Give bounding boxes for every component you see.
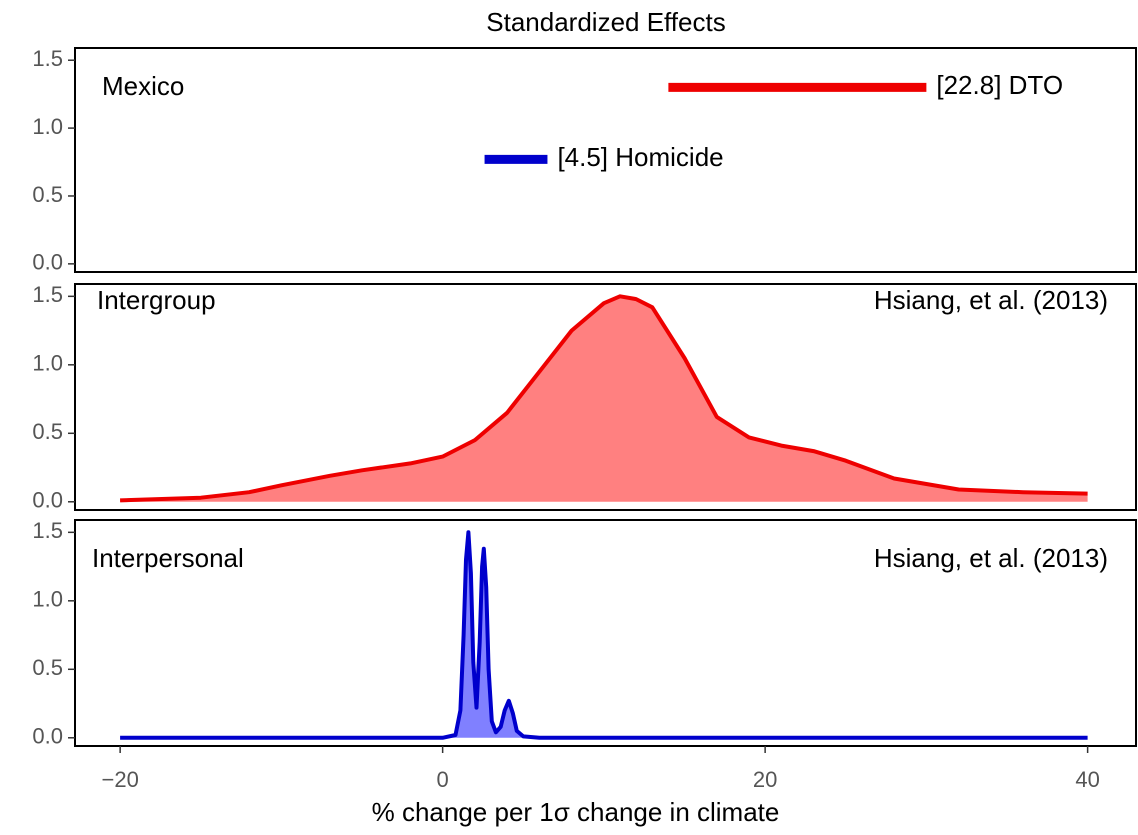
- segment-label: [22.8] DTO: [936, 70, 1063, 100]
- density-area: [120, 296, 1088, 502]
- y-tick-label: 0.0: [32, 250, 63, 275]
- panel-frame: [74, 519, 1137, 747]
- y-tick-label: 1.0: [32, 114, 63, 139]
- y-tick-label: 1.5: [32, 46, 63, 71]
- x-tick-label: 0: [437, 767, 449, 792]
- x-axis-label: % change per 1σ change in climate: [372, 797, 780, 827]
- x-tick-label: 40: [1075, 767, 1099, 792]
- y-tick-label: 1.0: [32, 587, 63, 612]
- y-tick-label: 1.5: [32, 282, 63, 307]
- y-tick-label: 0.5: [32, 182, 63, 207]
- chart-title: Standardized Effects: [486, 7, 725, 37]
- panel-label: Mexico: [102, 71, 184, 101]
- panel-annotation: Hsiang, et al. (2013): [874, 543, 1108, 573]
- x-tick-label: 20: [753, 767, 777, 792]
- x-tick-label: −20: [101, 767, 138, 792]
- segment-label: [4.5] Homicide: [557, 142, 723, 172]
- panel-frame: [74, 283, 1137, 511]
- density-line: [120, 294, 1088, 503]
- y-tick-label: 0.0: [32, 724, 63, 749]
- y-tick-label: 0.5: [32, 419, 63, 444]
- y-tick-label: 0.0: [32, 488, 63, 513]
- panel-label: Intergroup: [97, 285, 216, 315]
- density-line: [120, 530, 1088, 740]
- panel-label: Interpersonal: [92, 543, 244, 573]
- panel-annotation: Hsiang, et al. (2013): [874, 285, 1108, 315]
- y-tick-label: 0.5: [32, 655, 63, 680]
- panel-frame: [74, 47, 1137, 273]
- y-tick-label: 1.0: [32, 351, 63, 376]
- y-tick-label: 1.5: [32, 518, 63, 543]
